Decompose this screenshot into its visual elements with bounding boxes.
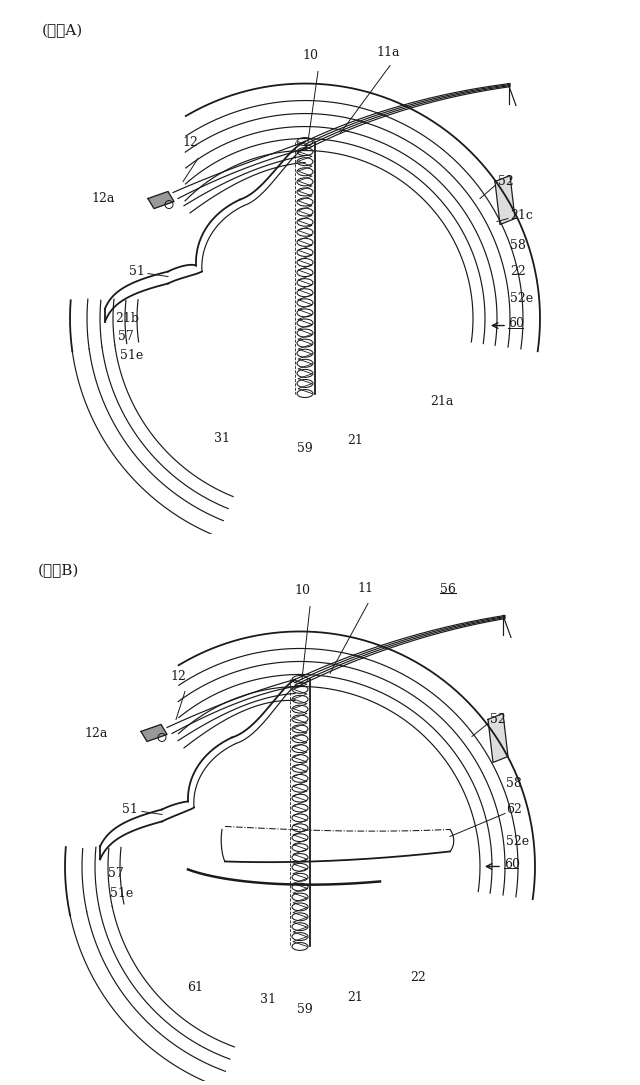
Text: 51e: 51e: [120, 349, 143, 362]
Text: 52: 52: [490, 713, 506, 726]
Text: 31: 31: [260, 994, 276, 1007]
Text: 12: 12: [170, 671, 186, 684]
Text: 21: 21: [347, 434, 363, 447]
Text: 61: 61: [187, 982, 203, 995]
Text: 12: 12: [182, 136, 198, 149]
Text: 21b: 21b: [115, 312, 139, 326]
Text: 52e: 52e: [506, 835, 529, 848]
Text: 52: 52: [498, 175, 514, 188]
Text: 52e: 52e: [510, 292, 533, 305]
Text: 62: 62: [506, 803, 522, 816]
Text: 60: 60: [504, 858, 520, 871]
Text: 57: 57: [118, 330, 134, 343]
Text: 21: 21: [347, 992, 363, 1005]
Polygon shape: [141, 725, 167, 741]
Text: 12a: 12a: [84, 727, 108, 740]
Text: 12a: 12a: [92, 192, 115, 205]
Text: 22: 22: [410, 971, 426, 984]
Text: 22: 22: [510, 265, 525, 278]
Text: 31: 31: [214, 432, 230, 445]
Text: 21c: 21c: [510, 209, 533, 222]
Text: 59: 59: [297, 442, 313, 455]
Polygon shape: [148, 192, 174, 208]
Text: 56: 56: [440, 583, 456, 596]
Text: 57: 57: [108, 867, 124, 880]
Text: 11: 11: [357, 583, 373, 596]
Text: (２０B): (２０B): [38, 564, 79, 578]
Text: 10: 10: [294, 585, 310, 598]
Text: 51: 51: [122, 803, 138, 816]
Text: 11a: 11a: [376, 46, 400, 59]
Text: 10: 10: [302, 49, 318, 62]
Text: 60: 60: [508, 317, 524, 330]
Text: 51e: 51e: [110, 886, 133, 899]
Polygon shape: [495, 176, 515, 225]
Text: 58: 58: [510, 239, 526, 252]
Polygon shape: [488, 714, 508, 763]
Text: 58: 58: [506, 777, 522, 790]
Text: (２０A): (２０A): [42, 25, 83, 39]
Text: 51: 51: [129, 265, 145, 278]
Text: 21a: 21a: [430, 395, 453, 408]
Text: 59: 59: [297, 1004, 313, 1017]
